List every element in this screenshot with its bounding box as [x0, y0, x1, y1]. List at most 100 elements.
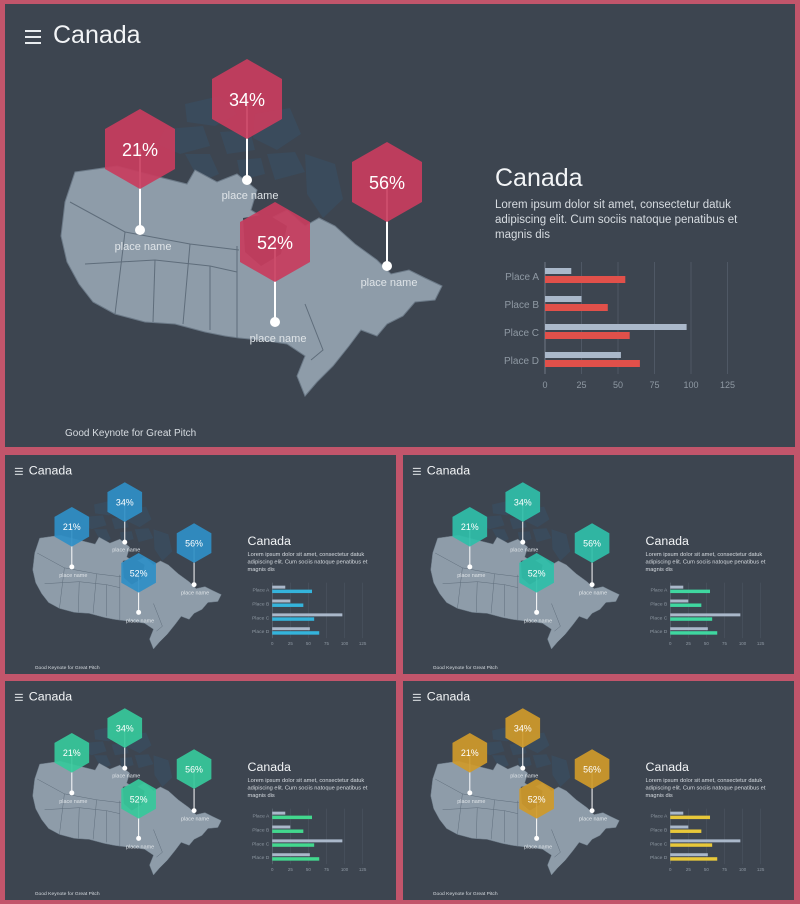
- description-text: Lorem ipsum dolor sit amet, consectetur …: [645, 777, 766, 799]
- marker-place-label: place name: [112, 548, 140, 554]
- marker-21[interactable]: 21% place name: [54, 506, 90, 579]
- slide-thumbnail-green[interactable]: Canada: [5, 681, 396, 900]
- x-tick-label: 0: [271, 641, 274, 646]
- x-tick-label: 0: [271, 867, 274, 872]
- bar-series-1: [545, 268, 572, 274]
- slide-main[interactable]: Canada: [5, 4, 795, 447]
- bar-series-2: [272, 857, 320, 861]
- marker-34[interactable]: 34% place name: [107, 482, 143, 554]
- canada-map: 21% place name 34% place name 56% place …: [430, 482, 620, 650]
- bar-series-1: [670, 853, 708, 857]
- marker-percent: 34%: [116, 497, 134, 507]
- marker-percent: 34%: [514, 723, 532, 733]
- bar-chart: 0 25 50 75 100 125 Place A Place B Place C Place …: [252, 808, 367, 872]
- slide-thumbnail-teal[interactable]: Canada: [403, 455, 794, 674]
- bar-series-1: [545, 352, 621, 358]
- hamburger-menu-icon[interactable]: [14, 467, 23, 475]
- bar-series-1: [272, 811, 286, 815]
- x-tick-label: 50: [704, 641, 709, 646]
- x-tick-label: 0: [542, 380, 547, 390]
- category-label: Place D: [650, 855, 668, 861]
- bar-series-1: [670, 599, 689, 603]
- hamburger-menu-icon[interactable]: [14, 693, 23, 701]
- bar-series-1: [272, 627, 310, 631]
- bar-series-2: [670, 603, 702, 607]
- marker-21[interactable]: 21% place name: [452, 506, 488, 579]
- marker-56[interactable]: 56% place name: [574, 523, 610, 597]
- x-tick-label: 50: [306, 867, 311, 872]
- marker-34[interactable]: 34% place name: [505, 708, 541, 780]
- canada-map: 21% place name 34% place name 56% place …: [32, 482, 222, 650]
- marker-52[interactable]: 52% place name: [121, 552, 156, 624]
- marker-52[interactable]: 52% place name: [519, 552, 554, 624]
- marker-34[interactable]: 34% place name: [212, 59, 282, 202]
- x-tick-label: 75: [722, 867, 727, 872]
- category-label: Place D: [504, 356, 539, 367]
- hamburger-menu-icon[interactable]: [412, 693, 421, 701]
- marker-place-label: place name: [126, 618, 154, 624]
- bar-series-1: [272, 599, 291, 603]
- category-label: Place A: [253, 814, 270, 820]
- marker-56[interactable]: 56% place name: [176, 749, 212, 823]
- bar-series-2: [545, 332, 630, 339]
- marker-place-label: place name: [181, 591, 209, 597]
- description-text: Lorem ipsum dolor sit amet, consectetur …: [247, 551, 368, 573]
- marker-56[interactable]: 56% place name: [176, 523, 212, 597]
- bar-series-1: [670, 585, 684, 589]
- slide-title: Canada: [426, 463, 471, 478]
- marker-56[interactable]: 56% place name: [352, 142, 422, 289]
- marker-52[interactable]: 52% place name: [240, 202, 310, 345]
- bar-series-2: [272, 829, 304, 833]
- marker-percent: 34%: [514, 497, 532, 507]
- marker-place-label: place name: [579, 591, 607, 597]
- marker-place-label: place name: [361, 277, 418, 289]
- hamburger-menu-icon[interactable]: [412, 467, 421, 475]
- marker-place-label: place name: [222, 190, 279, 202]
- x-tick-label: 125: [359, 867, 367, 872]
- section-heading: Canada: [645, 760, 689, 775]
- slide-title: Canada: [426, 689, 471, 704]
- category-label: Place B: [650, 827, 668, 833]
- x-tick-label: 0: [669, 867, 672, 872]
- x-tick-label: 75: [649, 380, 659, 390]
- bar-series-2: [272, 617, 315, 621]
- marker-21[interactable]: 21% place name: [452, 732, 488, 805]
- x-tick-label: 75: [324, 867, 329, 872]
- marker-place-label: place name: [59, 799, 87, 805]
- slide-title: Canada: [53, 21, 141, 49]
- bar-series-1: [545, 296, 582, 302]
- slide-thumbnail-gold[interactable]: Canada: [403, 681, 794, 900]
- hamburger-menu-icon[interactable]: [25, 30, 41, 44]
- marker-52[interactable]: 52% place name: [121, 778, 156, 850]
- description-text: Lorem ipsum dolor sit amet, consectetur …: [495, 199, 738, 241]
- x-tick-label: 100: [683, 380, 698, 390]
- category-label: Place D: [252, 855, 270, 861]
- marker-21[interactable]: 21% place name: [105, 109, 175, 253]
- bar-series-2: [545, 304, 608, 311]
- marker-52[interactable]: 52% place name: [519, 778, 554, 850]
- slide-thumbnail-blue[interactable]: Canada: [5, 455, 396, 674]
- marker-percent: 56%: [369, 173, 405, 193]
- category-label: Place C: [252, 615, 270, 621]
- marker-percent: 56%: [185, 539, 203, 549]
- canada-mainland: [32, 534, 222, 650]
- bar-series-1: [272, 585, 286, 589]
- bar-series-2: [670, 589, 711, 594]
- marker-place-label: place name: [510, 774, 538, 780]
- bar-chart: 0 25 50 75 100 125 Place A Place B Place C Place …: [252, 582, 367, 646]
- marker-34[interactable]: 34% place name: [107, 708, 143, 780]
- x-tick-label: 100: [341, 641, 349, 646]
- section-heading: Canada: [247, 534, 291, 549]
- canada-map: 21% place name 34% place name 56% place …: [430, 708, 620, 876]
- bar-series-2: [272, 631, 320, 635]
- bar-series-1: [670, 825, 689, 829]
- x-tick-label: 100: [341, 867, 349, 872]
- section-heading: Canada: [645, 534, 689, 549]
- marker-34[interactable]: 34% place name: [505, 482, 541, 554]
- marker-21[interactable]: 21% place name: [54, 732, 90, 805]
- bar-series-1: [272, 839, 343, 843]
- marker-56[interactable]: 56% place name: [574, 749, 610, 823]
- marker-place-label: place name: [457, 799, 485, 805]
- bar-series-2: [670, 815, 711, 820]
- marker-percent: 56%: [583, 765, 601, 775]
